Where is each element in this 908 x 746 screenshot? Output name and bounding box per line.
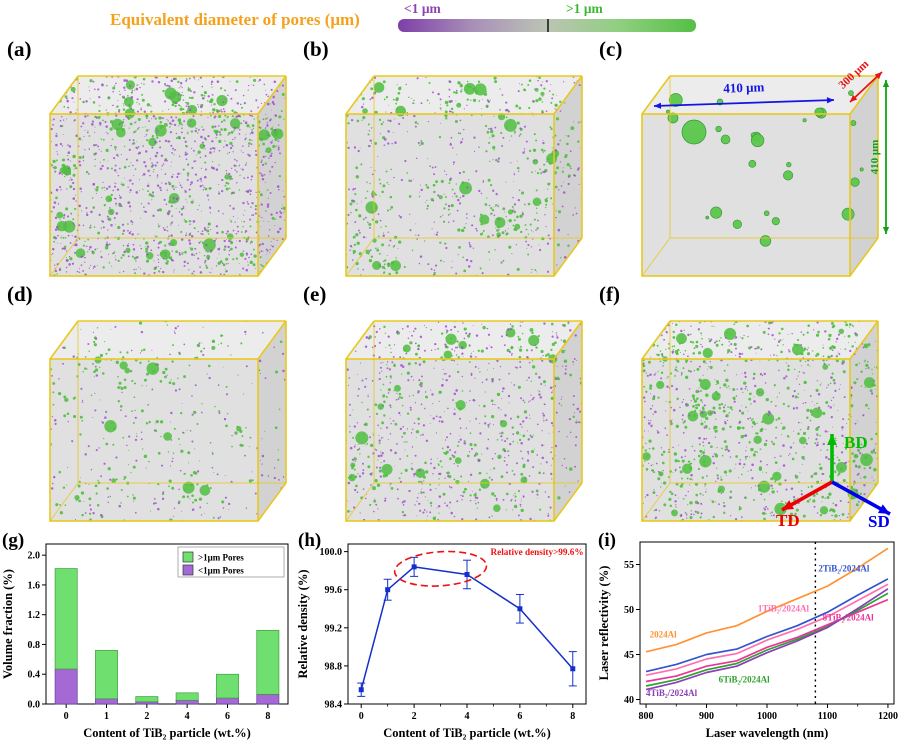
bar-segment-large-pores [95,650,118,700]
bar-segment-large-pores [175,692,199,701]
bar-segment-large-pores [216,673,239,699]
chart-panel-i: 40 45 50 55 800 900 1000 1100 1200 2024Al 2TiB₂/20… [596,530,904,744]
pore-visualization-e [345,320,583,522]
charts-row: 0.0 0.4 0.8 1.2 1.6 2.0 0 1 2 4 6 8 >1μm Pores <1μm P… [0,530,904,744]
highlight-ellipse [393,550,488,587]
data-marker [358,687,364,693]
cube-wireframe [49,75,287,277]
y-axis-title: Volume fraction (%) [1,569,15,679]
cube-faces [642,76,878,276]
bar-segment-small-pores [95,698,118,705]
ct-panel-e: (e) [302,282,598,530]
panel-label: (a) [7,37,32,61]
series-label: 6TiB₂/2024Al [719,674,771,684]
panel-label: (g) [2,530,25,551]
chart-panel-h: 98.4 98.8 99.2 99.6 100.0 0 2 4 6 8 Relative densi… [296,530,596,744]
ct-panel-b: (b) [302,37,598,285]
data-marker [570,666,576,672]
ct-panel-d: (d) [6,282,302,530]
annotation-text: Relative density>99.6% [491,547,584,557]
reflectivity-curve [645,583,889,677]
colorbar-right-label: >1 μm [566,1,603,16]
panel-label: (h) [298,530,322,551]
pore-visualization-d [49,320,287,522]
cube-wireframe [641,75,879,277]
reflectivity-curve [645,547,889,653]
y-axis-title: Relative density (%) [296,569,310,678]
panel-label: (c) [599,37,623,61]
bar-segment-small-pores [256,693,280,705]
dim-height-label: 410 μm [869,140,881,175]
data-marker [385,587,391,593]
bar-segment-large-pores [135,696,159,703]
pore-visualization-b [345,75,583,277]
y-axis-title: Laser reflectivity (%) [597,566,611,681]
pore-visualization-a [49,75,287,277]
error-bars [357,556,577,697]
axis-label-td: TD [776,511,800,528]
colorbar-left-label: <1 μm [404,1,441,16]
series-label: 4TiB₂/2024Al [646,688,698,698]
legend-label: >1μm Pores [198,553,244,563]
ct-panel-a: (a) [6,37,302,285]
panel-label: (d) [7,282,33,306]
cube-wireframe [345,320,583,522]
bar-chart-volume-fraction: 0.00.40.81.21.62.00 1 2 4 6 8>1μm Pores<1μm P… [1,543,289,740]
panel-label: (i) [598,530,616,551]
pore-speckles-layer [50,76,286,276]
reflectivity-curve [645,588,889,691]
x-axis-title: Content of TiB₂ particle (wt.%) [83,726,251,740]
colorbar-center-tick [547,19,549,32]
cube-wireframe [641,320,879,522]
reflectivity-curve [645,578,889,673]
bar-segment-small-pores [216,697,239,705]
density-curve [360,566,574,690]
ct-panels-grid: (a) (b) 410 μm 300 μm 410 μm (c) (d) (e) (… [6,37,894,530]
stacked-bars [54,568,280,705]
ct-panel-c: 410 μm 300 μm 410 μm (c) [598,37,894,285]
cube-wireframe [49,320,287,522]
axis-label-bd: BD [844,433,868,452]
bar-segment-small-pores [54,668,78,705]
panel-label: (e) [303,282,327,306]
panel-label: (b) [303,37,329,61]
cube-faces [50,76,286,276]
axes-arrows: BD TD SD [776,433,891,528]
chart-panel-g: 0.0 0.4 0.8 1.2 1.6 2.0 0 1 2 4 6 8 >1μm Pores <1μm P… [0,530,296,744]
data-marker [517,606,523,612]
data-marker [411,564,417,570]
orientation-axes: BD TD SD [776,433,891,528]
series-label: 2024Al [650,629,677,639]
bar-segment-small-pores [175,699,199,705]
ct-panel-f: (f) [598,282,894,530]
colorbar-title: Equivalent diameter of pores (μm) [110,10,360,29]
x-axis-title: Content of TiB₂ particle (wt.%) [383,726,551,740]
panel-label: (f) [599,282,620,306]
x-axis-title: Laser wavelength (nm) [706,726,829,740]
series-label: 2TiB₂/2024Al [818,564,870,574]
data-marker [464,571,470,577]
bar-segment-large-pores [256,629,280,695]
legend-box [177,546,285,578]
bar-segment-large-pores [54,568,78,670]
colorbar-gradient [398,19,696,32]
cube-faces [346,76,582,276]
legend-label: <1μm Pores [198,566,244,576]
series-label: 1TiB₂/2024Al [758,603,810,613]
pore-speckles-layer [346,76,582,276]
axis-label-sd: SD [868,512,890,528]
cube-wireframe [345,75,583,277]
bar-chart-body: 0.00.40.81.21.62.00 1 2 4 6 8>1μm Pores<1μm P… [1,543,289,740]
dim-width-label: 410 μm [723,79,765,95]
cube-faces [50,321,286,521]
series-label: 8TiB₂/2024Al [823,612,875,622]
pore-visualization-f [641,320,879,522]
